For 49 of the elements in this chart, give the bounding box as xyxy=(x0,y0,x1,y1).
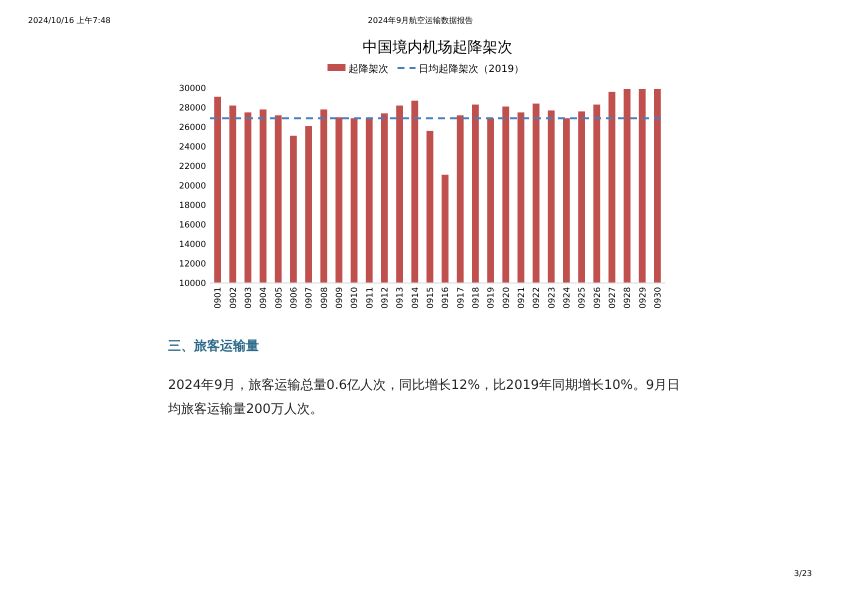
x-tick-label: 0916 xyxy=(441,287,452,309)
x-tick-label: 0929 xyxy=(638,287,648,309)
y-tick-label: 30000 xyxy=(178,84,206,94)
x-tick-label: 0919 xyxy=(486,287,497,309)
x-tick-label: 0925 xyxy=(578,287,588,309)
x-tick-label: 0902 xyxy=(228,287,239,309)
x-tick-label: 0911 xyxy=(365,287,376,309)
x-tick-label: 0912 xyxy=(380,287,390,309)
y-tick-label: 22000 xyxy=(178,162,206,172)
x-tick-label: 0926 xyxy=(592,287,603,309)
x-tick-label: 0913 xyxy=(396,287,406,309)
x-tick-label: 0921 xyxy=(516,287,527,309)
y-tick-label: 12000 xyxy=(178,259,206,270)
x-tick-label: 0920 xyxy=(502,287,512,309)
y-tick-label: 26000 xyxy=(178,122,206,133)
x-tick-label: 0922 xyxy=(532,287,542,309)
x-tick-label: 0906 xyxy=(289,287,300,309)
y-tick-label: 20000 xyxy=(178,181,206,192)
x-tick-label: 0907 xyxy=(304,287,315,309)
legend-label: 起降架次 xyxy=(348,63,388,75)
text: 2024/10/16 上午7:48 xyxy=(28,16,111,25)
text: 2024年9月，旅客运输总量0.6亿人次，同比增长12%，比2019年同期增长10%。9月日均旅客运输量200万人次。 xyxy=(168,377,682,419)
y-tick-label: 28000 xyxy=(178,103,206,114)
x-tick-label: 0904 xyxy=(259,287,270,309)
y-tick-label: 14000 xyxy=(178,240,206,250)
x-tick-label: 0910 xyxy=(350,287,360,309)
y-tick-label: 10000 xyxy=(178,278,206,289)
x-tick-label: 0908 xyxy=(320,287,330,309)
x-tick-label: 0918 xyxy=(471,287,482,309)
x-tick-label: 0903 xyxy=(244,287,254,309)
text: 2024年9月航空运输数据报告 xyxy=(368,16,474,25)
y-tick-label: 24000 xyxy=(178,142,206,152)
x-tick-label: 0914 xyxy=(410,287,421,309)
x-tick-label: 0909 xyxy=(334,287,345,309)
x-tick-label: 0927 xyxy=(608,287,618,309)
x-tick-label: 0924 xyxy=(562,287,572,309)
legend-label: 日均起降架次（2019） xyxy=(418,63,524,75)
text: 3/23 xyxy=(794,569,812,578)
x-tick-label: 0915 xyxy=(426,287,436,309)
y-tick-label: 18000 xyxy=(178,200,206,211)
x-tick-label: 0901 xyxy=(214,287,224,309)
text: 三、旅客运输量 xyxy=(168,338,259,354)
x-tick-label: 0917 xyxy=(456,287,466,309)
x-tick-label: 0905 xyxy=(274,287,284,309)
x-tick-label: 0930 xyxy=(653,287,664,309)
x-tick-label: 0928 xyxy=(623,287,634,309)
chart-title: 中国境内机场起降架次 xyxy=(362,38,512,56)
y-tick-label: 16000 xyxy=(178,220,206,230)
x-tick-label: 0923 xyxy=(547,287,558,309)
